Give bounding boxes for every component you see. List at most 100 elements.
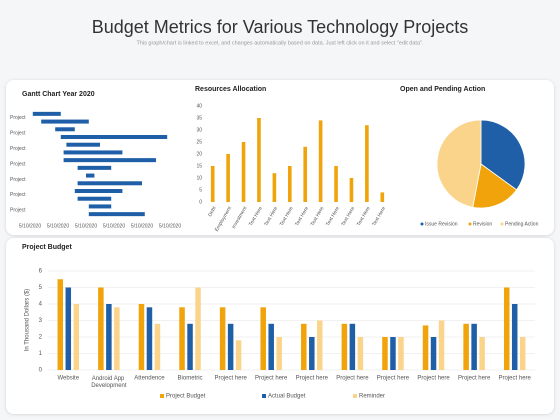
bar — [287, 166, 292, 202]
bar — [195, 287, 201, 370]
y-tick-label: 20 — [196, 151, 202, 157]
gantt-bar — [60, 135, 168, 139]
x-tick-label: 5/10/2020 — [19, 223, 41, 229]
gantt-bar — [74, 189, 123, 193]
bar — [138, 304, 145, 370]
legend-label: Revision — [473, 221, 492, 227]
x-tick-label: Project here — [417, 376, 450, 382]
bar — [422, 325, 429, 370]
x-tick-label: Project here — [499, 376, 532, 382]
bar — [357, 337, 364, 370]
y-tick-label: 15 — [196, 163, 202, 169]
y-tick-label: 0 — [39, 368, 43, 374]
y-tick-label: 5 — [199, 187, 202, 193]
x-tick-label: Project here — [377, 376, 410, 382]
chart-title: Gantt Chart Year 2020 — [22, 91, 95, 98]
bar — [380, 192, 385, 202]
bar — [303, 146, 308, 202]
gantt-bar — [41, 119, 89, 124]
y-tick-label: 0 — [199, 199, 202, 205]
x-tick-label: Debt — [207, 205, 218, 218]
x-tick-label: Project here — [255, 376, 288, 382]
legend-label: Issue Revision — [425, 221, 458, 227]
bar — [98, 287, 104, 370]
x-tick-label: Biometric — [178, 376, 203, 382]
legend-label: Project Budget — [166, 394, 206, 400]
page-title: Budget Metrics for Various Technology Pr… — [92, 17, 469, 37]
y-tick-label: 6 — [39, 269, 43, 275]
gantt-bar — [86, 173, 95, 178]
bar — [309, 337, 315, 370]
legend-label: Pending Action — [505, 221, 539, 227]
bar — [179, 307, 185, 370]
gantt-bar — [63, 158, 156, 163]
x-tick-label: 5/10/2020 — [159, 223, 181, 229]
pie-slice — [480, 119, 526, 191]
bar — [260, 307, 266, 370]
gantt-bar — [88, 212, 145, 217]
bar — [226, 154, 230, 202]
bar — [146, 307, 153, 370]
x-tick-label: 5/10/2020 — [47, 223, 69, 229]
bar — [73, 304, 80, 370]
bar — [154, 323, 161, 370]
bar — [390, 337, 396, 370]
legend-marker — [500, 222, 504, 226]
y-tick-label: 10 — [196, 175, 202, 181]
y-tick-label: Project — [10, 208, 26, 214]
bar — [349, 323, 356, 370]
x-tick-label: 5/10/2020 — [75, 223, 97, 229]
bar — [334, 166, 338, 202]
bar — [219, 307, 226, 370]
x-tick-label: Project here — [214, 376, 247, 382]
y-tick-label: Project — [10, 115, 26, 121]
bar — [257, 118, 261, 202]
gantt-bar — [66, 142, 100, 147]
legend-marker — [353, 394, 357, 398]
bar — [301, 323, 307, 370]
x-tick-label: Project here — [336, 376, 369, 382]
bar — [398, 337, 404, 370]
x-tick-label: Attendence — [134, 376, 165, 382]
legend-label: Reminder — [359, 394, 385, 400]
bar — [463, 323, 469, 370]
y-tick-label: Project — [10, 130, 26, 136]
gantt-bar — [55, 127, 75, 132]
bar — [318, 120, 323, 202]
bar — [187, 323, 193, 370]
x-tick-label: Project here — [296, 376, 329, 382]
y-tick-label: 2 — [39, 335, 43, 341]
gantt-bar — [63, 150, 123, 155]
bar — [511, 304, 518, 370]
chart-title: Project Budget — [22, 244, 72, 251]
y-tick-label: Project — [10, 161, 26, 167]
y-tick-label: 1 — [39, 351, 43, 357]
bar — [65, 287, 72, 370]
x-tick-label: 5/10/2020 — [131, 223, 153, 229]
gantt-bar — [77, 165, 112, 170]
bar — [479, 337, 485, 370]
y-tick-label: Project — [10, 192, 26, 198]
legend-marker — [262, 394, 266, 398]
x-tick-label: 5/10/2020 — [103, 223, 125, 229]
bar — [57, 279, 64, 370]
bar — [272, 173, 277, 202]
y-tick-label: Project — [10, 177, 26, 183]
y-tick-label: Project — [10, 146, 26, 152]
bar — [317, 320, 323, 370]
bar — [235, 340, 242, 370]
y-tick-label: 25 — [196, 139, 202, 145]
chart-title: Open and Pending Action — [400, 86, 485, 93]
bar — [430, 337, 437, 370]
legend-label: Actual Budget — [268, 394, 306, 400]
y-tick-label: 40 — [196, 103, 202, 109]
gantt-bar — [32, 111, 61, 116]
y-tick-label: 4 — [39, 302, 43, 308]
y-tick-label: 35 — [196, 115, 202, 121]
x-tick-label: Project here — [458, 376, 491, 382]
bar — [268, 323, 274, 370]
bar — [276, 337, 282, 370]
bar — [349, 178, 354, 202]
bar — [503, 287, 510, 370]
